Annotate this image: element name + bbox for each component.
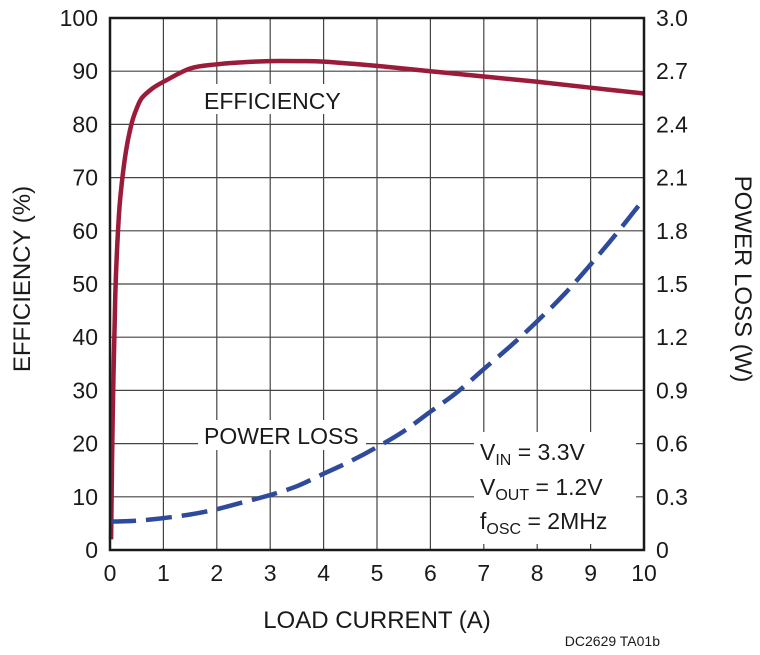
vout-main: V bbox=[480, 474, 496, 500]
x-tick-label: 7 bbox=[477, 560, 490, 586]
y-right-tick-label: 2.1 bbox=[656, 165, 688, 191]
y-right-tick-label: 0 bbox=[656, 537, 669, 563]
x-tick-label: 1 bbox=[157, 560, 170, 586]
power-loss-line bbox=[109, 197, 646, 524]
y-left-tick-label: 90 bbox=[72, 58, 98, 84]
x-tick-label: 0 bbox=[104, 560, 117, 586]
x-tick-label: 8 bbox=[531, 560, 544, 586]
y-left-tick-label: 20 bbox=[72, 431, 98, 457]
conditions-box-bg bbox=[474, 432, 636, 544]
vout-condition: VOUT = 1.2V bbox=[480, 474, 603, 504]
y-right-tick-label: 3.0 bbox=[656, 5, 688, 31]
vout-rest: = 1.2V bbox=[529, 474, 603, 500]
y-right-tick-label: 0.6 bbox=[656, 431, 688, 457]
fosc-sub: OSC bbox=[486, 521, 521, 538]
x-tick-label: 3 bbox=[264, 560, 277, 586]
plot-frame bbox=[108, 16, 646, 552]
y-left-tick-label: 70 bbox=[72, 165, 98, 191]
y-right-tick-labels: 0 0.3 0.6 0.9 1.2 1.5 1.8 2.1 2.4 2.7 3.0 bbox=[656, 5, 688, 563]
vout-sub: OUT bbox=[495, 487, 529, 504]
y-left-tick-label: 10 bbox=[72, 484, 98, 510]
figure-code: DC2629 TA01b bbox=[565, 633, 660, 649]
y-right-tick-label: 2.7 bbox=[656, 58, 688, 84]
x-tick-label: 2 bbox=[210, 560, 223, 586]
vin-rest: = 3.3V bbox=[511, 439, 585, 465]
vin-condition: VIN = 3.3V bbox=[480, 439, 586, 469]
y-left-tick-labels: 0 10 20 30 40 50 60 70 80 90 100 bbox=[60, 5, 98, 563]
y-left-tick-label: 50 bbox=[72, 271, 98, 297]
x-tick-label: 9 bbox=[584, 560, 597, 586]
y-right-tick-label: 2.4 bbox=[656, 111, 688, 137]
fosc-condition: fOSC = 2MHz bbox=[480, 508, 607, 538]
vin-main: V bbox=[480, 439, 496, 465]
y-left-tick-label: 100 bbox=[60, 5, 98, 31]
annotation-backgrounds bbox=[198, 84, 636, 544]
x-tick-label: 5 bbox=[371, 560, 384, 586]
efficiency-label-bg bbox=[198, 84, 340, 114]
x-axis-title: LOAD CURRENT (A) bbox=[263, 607, 491, 634]
y-right-tick-label: 0.3 bbox=[656, 484, 688, 510]
y-left-tick-label: 30 bbox=[72, 377, 98, 403]
y-right-tick-label: 0.9 bbox=[656, 377, 688, 403]
y-right-tick-label: 1.8 bbox=[656, 218, 688, 244]
fosc-rest: = 2MHz bbox=[521, 508, 607, 534]
vin-sub: IN bbox=[495, 452, 511, 469]
x-tick-labels: 0 1 2 3 4 5 6 7 8 9 10 bbox=[104, 560, 657, 586]
efficiency-line bbox=[108, 58, 645, 540]
y-right-tick-label: 1.2 bbox=[656, 324, 688, 350]
y-right-tick-label: 1.5 bbox=[656, 271, 688, 297]
y-left-tick-label: 80 bbox=[72, 111, 98, 137]
x-tick-label: 4 bbox=[317, 560, 330, 586]
x-tick-label: 6 bbox=[424, 560, 437, 586]
y-left-tick-label: 40 bbox=[72, 324, 98, 350]
power-loss-label-bg bbox=[198, 420, 366, 450]
x-tick-label: 10 bbox=[631, 560, 657, 586]
fosc-main: f bbox=[480, 508, 487, 534]
y-left-tick-label: 0 bbox=[85, 537, 98, 563]
y-left-tick-label: 60 bbox=[72, 218, 98, 244]
y-right-axis-title: POWER LOSS (W) bbox=[729, 176, 756, 383]
power-loss-series-label: POWER LOSS bbox=[204, 423, 359, 449]
y-left-axis-title: EFFICIENCY (%) bbox=[9, 186, 36, 372]
efficiency-series-label: EFFICIENCY bbox=[204, 88, 341, 114]
series-layer bbox=[108, 58, 646, 540]
